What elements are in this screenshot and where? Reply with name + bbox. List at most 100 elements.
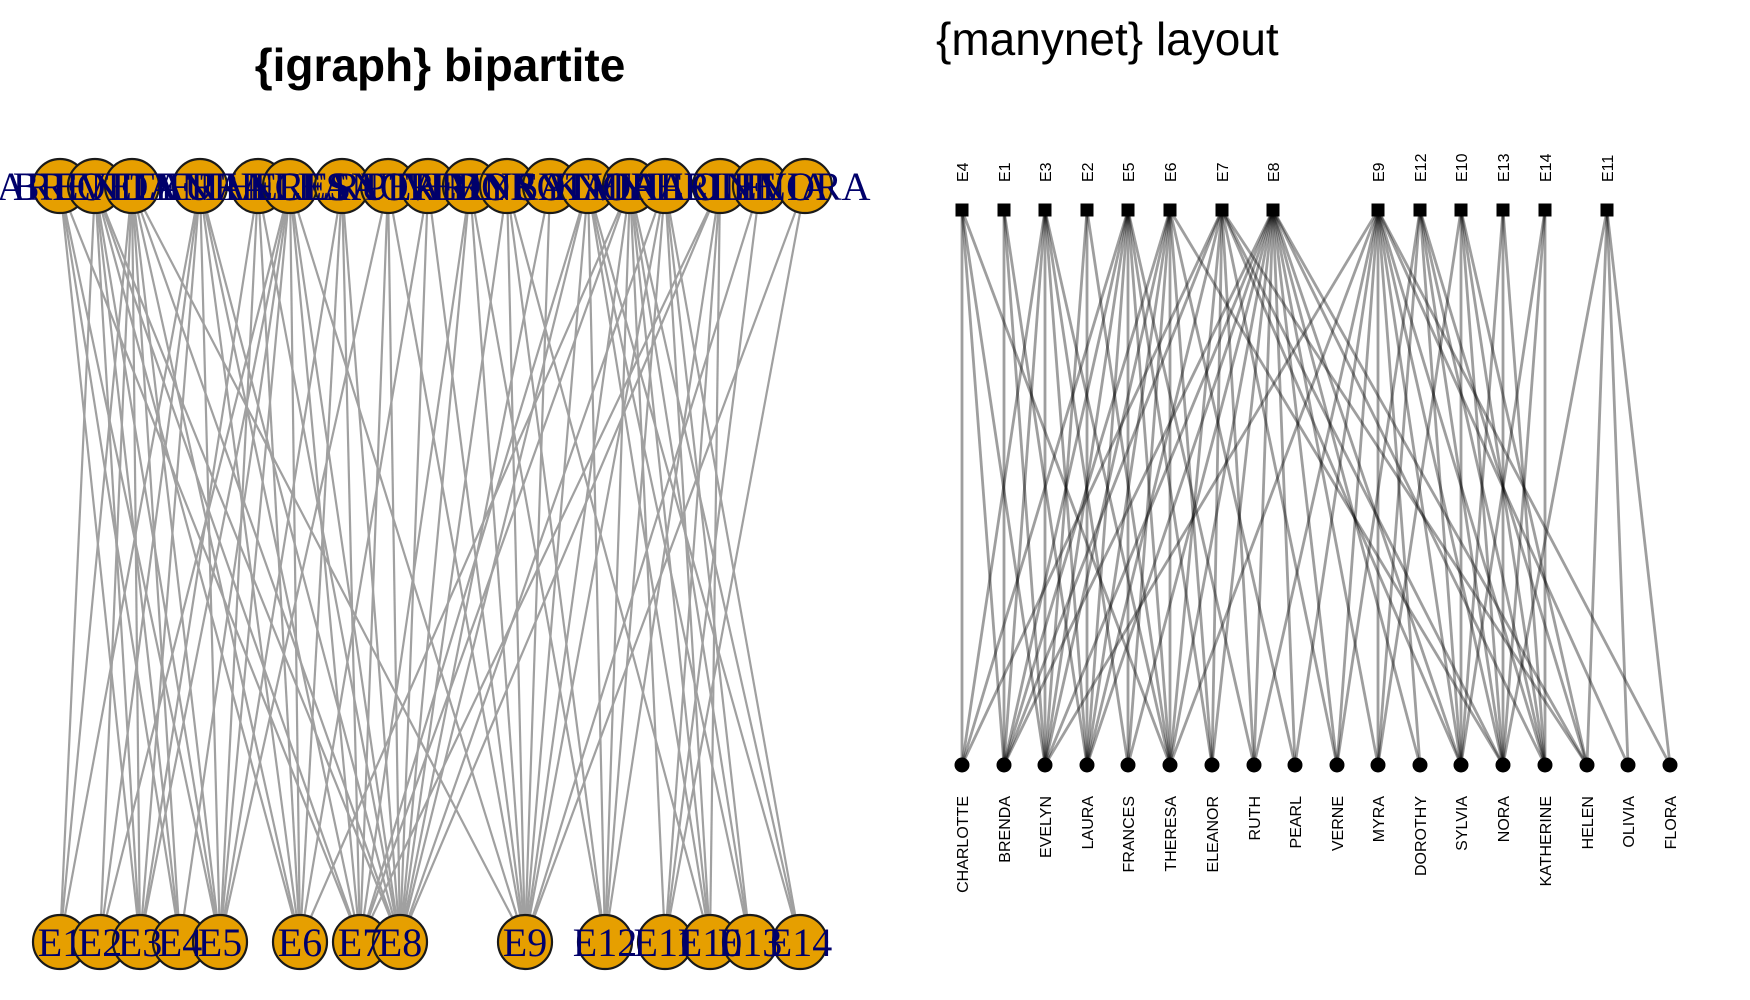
igraph-edge-helen-e7 [359,185,721,943]
manynet-event-label-e7: E7 [1215,162,1232,182]
igraph-vertex-flora [776,157,834,215]
manynet-edge-verne-e9 [1335,209,1380,766]
igraph-vertices [31,157,834,971]
manynet-event-label-e8: E8 [1266,162,1283,182]
manynet-edge-myra-e8 [1271,209,1380,766]
manynet-edge-sylvia-e12 [1418,209,1463,766]
igraph-label-verne: VERNE [403,164,536,209]
igraph-edge-nora-e12 [603,185,632,943]
igraph-label-e13: E13 [718,920,782,965]
manynet-person-node-olivia [1620,757,1636,773]
manynet-event-node-e14 [1538,203,1552,217]
igraph-vertex-e14 [771,913,829,971]
igraph-label-helen: HELEN [654,164,785,209]
igraph-edge-evelyn-e3 [130,185,142,943]
igraph-edge-olivia-e9 [523,185,762,943]
manynet-person-label-dorothy: DOROTHY [1413,796,1430,876]
igraph-edge-ruth-e5 [218,185,390,943]
igraph-vertex-e8 [371,913,429,971]
manynet-edge-nora-e11 [1501,209,1609,766]
igraph-label-brenda: BRENDA [13,164,178,209]
igraph-label-e8: E8 [378,920,422,965]
manynet-person-node-pearl [1287,757,1303,773]
igraph-label-e7: E7 [338,920,382,965]
manynet-edge-helen-e11 [1585,209,1609,766]
manynet-edge-pearl-e8 [1271,209,1297,766]
manynet-edge-katherine-e10 [1459,209,1547,766]
manynet-edge-katherine-e12 [1418,209,1547,766]
manynet-edge-laura-e1 [1002,209,1089,766]
igraph-edge-evelyn-e5 [130,185,222,943]
manynet-edge-laura-e7 [1085,209,1224,766]
manynet-edge-sylvia-e7 [1220,209,1463,766]
igraph-edge-nora-e11 [628,185,667,943]
manynet-edge-olivia-e11 [1605,209,1630,766]
igraph-edge-sylvia-e10 [586,185,712,943]
igraph-edge-eleanor-e7 [340,185,362,943]
igraph-edge-theresa-e9 [288,185,527,943]
manynet-edge-helen-e8 [1271,209,1589,766]
manynet-edge-verne-e7 [1220,209,1339,766]
manynet-edge-theresa-e7 [1168,209,1224,766]
igraph-edge-olivia-e11 [663,185,762,943]
igraph-edge-katherine-e8 [398,185,667,943]
igraph-edge-laura-e1 [58,185,202,943]
manynet-edge-charlotte-e3 [960,209,1047,766]
igraph-label-katherine: KATHERINE [553,164,777,209]
igraph-vertex-evelyn [103,157,161,215]
manynet-person-node-frances [1120,757,1136,773]
manynet-edge-charlotte-e7 [960,209,1224,766]
igraph-edge-brenda-e5 [93,185,222,943]
manynet-person-label-katherine: KATHERINE [1538,796,1555,886]
manynet-person-node-nora [1495,757,1511,773]
manynet-event-label-e9: E9 [1371,162,1388,182]
igraph-label-e14: E14 [768,920,832,965]
igraph-label-e1: E1 [38,920,82,965]
igraph-vertex-e12 [576,913,634,971]
manynet-edge-theresa-e3 [1043,209,1172,766]
manynet-edge-charlotte-e5 [960,209,1130,766]
igraph-label-theresa: THERESA [200,164,380,209]
igraph-edge-katherine-e10 [663,185,712,943]
manynet-event-node-e12 [1413,203,1427,217]
manynet-event-label-e2: E2 [1080,162,1097,182]
manynet-person-label-olivia: OLIVIA [1621,796,1638,848]
manynet-person-node-evelyn [1037,757,1053,773]
igraph-edge-charlotte-e3 [58,185,142,943]
manynet-event-label-e5: E5 [1121,162,1138,182]
manynet-edge-ruth-e7 [1220,209,1256,766]
igraph-edge-sylvia-e9 [523,185,590,943]
manynet-edge-laura-e8 [1085,209,1275,766]
manynet-edge-sylvia-e9 [1376,209,1463,766]
manynet-edge-katherine-e13 [1501,209,1547,766]
igraph-label-e6: E6 [278,920,322,965]
manynet-edge-brenda-e4 [960,209,1006,766]
igraph-edge-nora-e10 [628,185,712,943]
manynet-edge-verne-e12 [1335,209,1422,766]
manynet-person-label-laura: LAURA [1080,796,1097,850]
manynet-person-node-sylvia [1453,757,1469,773]
manynet-event-node-e10 [1454,203,1468,217]
manynet-edge-nora-e9 [1376,209,1505,766]
manynet-edge-nora-e7 [1220,209,1505,766]
manynet-edge-brenda-e6 [1002,209,1172,766]
manynet-event-node-e11 [1600,203,1614,217]
manynet-event-node-e9 [1371,203,1385,217]
igraph-label-e5: E5 [198,920,242,965]
igraph-edge-frances-e8 [256,185,402,943]
manynet-edge-dorothy-e9 [1376,209,1422,766]
manynet-edge-pearl-e9 [1293,209,1380,766]
igraph-label-e4: E4 [158,920,202,965]
manynet-edge-nora-e14 [1501,209,1547,766]
manynet-person-label-brenda: BRENDA [997,796,1014,863]
manynet-edge-nora-e6 [1168,209,1505,766]
manynet-edge-olivia-e9 [1376,209,1630,766]
igraph-edges [58,185,807,943]
manynet-edge-sylvia-e8 [1271,209,1463,766]
igraph-label-flora: FLORA [739,164,870,209]
igraph-edge-nora-e9 [523,185,632,943]
manynet-edge-nora-e10 [1459,209,1505,766]
manynet-event-label-e11: E11 [1600,155,1617,182]
manynet-edge-evelyn-e8 [1043,209,1275,766]
